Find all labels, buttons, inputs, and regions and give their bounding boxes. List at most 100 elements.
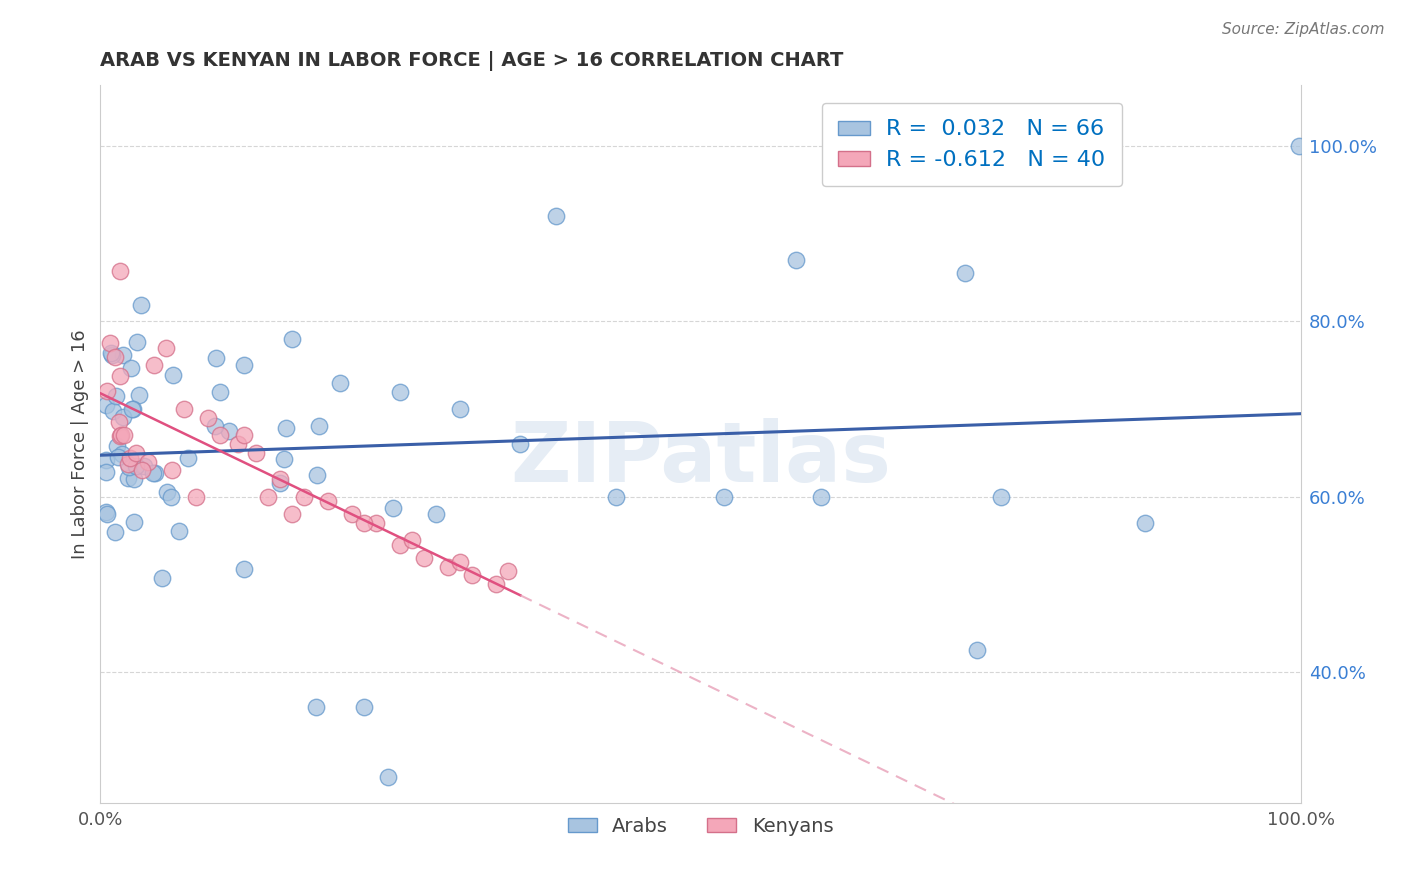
Point [273, 451, 295, 466]
Point [990, 490, 1012, 504]
Point [449, 402, 471, 417]
Point [713, 490, 735, 504]
Point [117, 470, 139, 484]
Point [101, 348, 124, 362]
Point [104, 350, 127, 364]
Point [449, 555, 471, 569]
Text: Source: ZipAtlas.com: Source: ZipAtlas.com [1222, 22, 1385, 37]
Point [108, 415, 131, 429]
Point [381, 501, 404, 516]
Point [162, 463, 184, 477]
Point [129, 298, 152, 312]
Point [121, 402, 143, 417]
Point [96, 384, 118, 399]
Point [269, 476, 291, 491]
Point [509, 437, 531, 451]
Point [1288, 139, 1310, 153]
Legend: Arabs, Kenyans: Arabs, Kenyans [560, 809, 841, 844]
Point [276, 421, 298, 435]
Point [156, 485, 179, 500]
Point [1133, 516, 1156, 530]
Point [96, 465, 118, 479]
Point [96, 505, 118, 519]
Point [305, 699, 328, 714]
Point [233, 428, 256, 442]
Point [143, 358, 166, 372]
Point [209, 428, 232, 442]
Point [546, 210, 568, 224]
Point [127, 334, 149, 349]
Point [112, 428, 135, 442]
Point [162, 368, 184, 382]
Point [966, 642, 988, 657]
Point [122, 516, 145, 530]
Point [142, 466, 165, 480]
Point [128, 387, 150, 401]
Point [122, 472, 145, 486]
Point [131, 463, 153, 477]
Point [125, 459, 148, 474]
Point [305, 467, 328, 482]
Point [228, 437, 250, 451]
Point [233, 562, 256, 576]
Point [353, 699, 375, 714]
Point [425, 507, 447, 521]
Point [108, 369, 131, 384]
Point [269, 472, 291, 486]
Point [389, 538, 412, 552]
Point [353, 516, 375, 530]
Point [105, 439, 128, 453]
Point [281, 507, 304, 521]
Point [377, 770, 399, 784]
Point [342, 507, 364, 521]
Point [98, 336, 121, 351]
Point [204, 418, 226, 433]
Point [413, 550, 436, 565]
Point [112, 348, 135, 362]
Point [197, 410, 219, 425]
Point [117, 458, 139, 472]
Point [125, 446, 148, 460]
Point [218, 424, 240, 438]
Text: ZIPatlas: ZIPatlas [510, 417, 891, 499]
Point [498, 564, 520, 578]
Point [107, 450, 129, 465]
Point [461, 568, 484, 582]
Point [204, 351, 226, 366]
Point [329, 376, 352, 390]
Point [177, 450, 200, 465]
Point [953, 266, 976, 280]
Point [118, 460, 141, 475]
Point [108, 263, 131, 277]
Point [101, 403, 124, 417]
Point [245, 446, 267, 460]
Text: ARAB VS KENYAN IN LABOR FORCE | AGE > 16 CORRELATION CHART: ARAB VS KENYAN IN LABOR FORCE | AGE > 16… [100, 51, 844, 70]
Point [389, 384, 412, 399]
Point [96, 452, 118, 467]
Point [111, 447, 134, 461]
Point [100, 346, 122, 360]
Point [96, 398, 118, 412]
Point [104, 524, 127, 539]
Point [308, 419, 330, 434]
Point [186, 490, 208, 504]
Point [437, 559, 460, 574]
Point [120, 361, 142, 376]
Point [257, 490, 280, 504]
Point [401, 533, 423, 548]
Point [209, 384, 232, 399]
Point [96, 507, 118, 521]
Point [810, 490, 832, 504]
Point [111, 410, 134, 425]
Point [155, 341, 177, 355]
Point [110, 428, 132, 442]
Point [150, 571, 173, 585]
Point [108, 429, 131, 443]
Point [134, 458, 156, 473]
Point [292, 490, 315, 504]
Point [118, 451, 141, 466]
Point [318, 494, 340, 508]
Point [104, 389, 127, 403]
Point [233, 358, 256, 372]
Point [366, 516, 388, 530]
